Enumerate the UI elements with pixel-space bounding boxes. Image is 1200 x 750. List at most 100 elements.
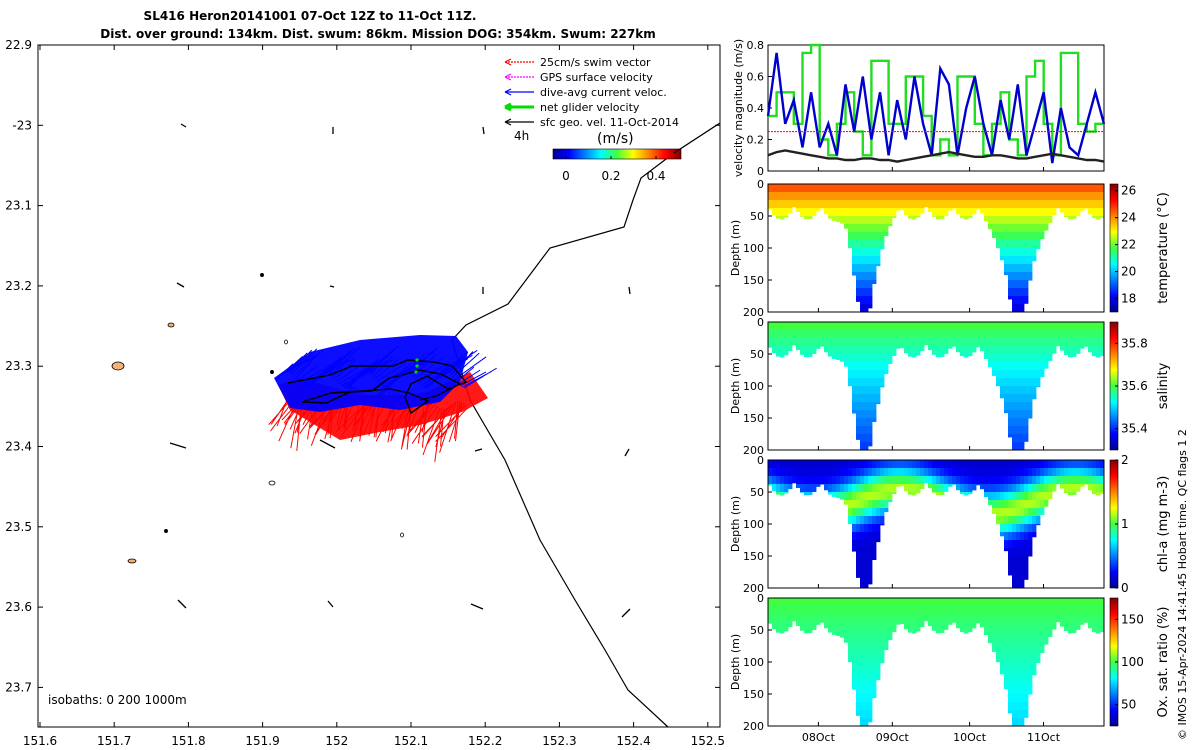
heatmap-cell — [884, 614, 889, 623]
heatmap-cell — [776, 322, 781, 331]
heatmap-cell — [920, 346, 925, 352]
heatmap-cell — [1004, 492, 1009, 501]
heatmap-cell — [920, 460, 925, 469]
heatmap-cell — [856, 662, 861, 671]
heatmap-cell — [860, 670, 865, 679]
heatmap-cell — [1016, 606, 1021, 615]
heatmap-cell — [988, 468, 993, 477]
heatmap-cell — [876, 540, 881, 543]
heatmap-cell — [780, 200, 785, 209]
heatmap-cell — [1040, 192, 1045, 201]
heatmap-cell — [968, 216, 973, 219]
heatmap-cell — [872, 338, 877, 347]
heatmap-cell — [976, 468, 981, 477]
heatmap-cell — [1008, 240, 1013, 249]
heatmap-cell — [812, 598, 817, 607]
heatmap-cell — [804, 338, 809, 347]
heatmap-cell — [1032, 330, 1037, 339]
heatmap-cell — [780, 484, 785, 493]
heatmap-cell — [1004, 500, 1009, 509]
heatmap-cell — [896, 192, 901, 201]
heatmap-cell — [884, 362, 889, 371]
heatmap-y-tick-label: 200 — [743, 582, 764, 595]
heatmap-cell — [864, 184, 869, 193]
heatmap-cell — [884, 192, 889, 201]
heatmap-cell — [1020, 208, 1025, 217]
heatmap-cell — [952, 468, 957, 477]
heatmap-cell — [1020, 362, 1025, 371]
heatmap-cell — [1044, 322, 1049, 331]
heatmap-cell — [1020, 370, 1025, 379]
heatmap-cell — [1076, 208, 1081, 216]
heatmap-cell — [1016, 280, 1021, 289]
heatmap-cell — [920, 208, 925, 214]
legend-label: net glider velocity — [540, 101, 640, 114]
heatmap-cell — [852, 386, 857, 395]
heatmap-cell — [972, 622, 977, 629]
heatmap-cell — [1028, 598, 1033, 607]
heatmap-cell — [792, 476, 797, 484]
heatmap-cell — [868, 410, 873, 419]
heatmap-cell — [1020, 614, 1025, 623]
heatmap-cell — [768, 338, 773, 347]
heatmap-cell — [804, 492, 809, 496]
heatmap-cell — [784, 322, 789, 331]
heatmap-cell — [996, 200, 1001, 209]
colorbar-tick-label: 35.6 — [1121, 379, 1148, 393]
heatmap-cell — [1032, 200, 1037, 209]
heatmap-cell — [1020, 556, 1025, 565]
heatmap-cell — [768, 200, 773, 209]
heatmap-cell — [1092, 492, 1097, 495]
heatmap-cell — [968, 322, 973, 331]
heatmap-cell — [1048, 200, 1053, 209]
heatmap-cell — [1020, 516, 1025, 525]
heatmap-cell — [788, 468, 793, 477]
heatmap-cell — [856, 572, 861, 578]
sfc-arrow — [176, 282, 185, 288]
heatmap-cell — [940, 184, 945, 193]
heatmap-cell — [792, 338, 797, 346]
heatmap-cell — [816, 338, 821, 347]
heatmap-cell — [1024, 614, 1029, 623]
heatmap-cell — [972, 200, 977, 209]
heatmap-cell — [868, 548, 873, 557]
heatmap-cell — [1020, 288, 1025, 297]
heatmap-cell — [872, 524, 877, 533]
heatmap-cell — [872, 606, 877, 615]
heatmap-cell — [1028, 224, 1033, 233]
heatmap-cell — [868, 572, 873, 581]
heatmap-cell — [860, 606, 865, 615]
heatmap-cell — [824, 476, 829, 485]
heatmap-cell — [996, 322, 1001, 331]
heatmap-cell — [1068, 476, 1073, 485]
heatmap-cell — [868, 322, 873, 331]
heatmap-cell — [880, 322, 885, 331]
heatmap-cell — [1016, 200, 1021, 209]
sfc-arrow — [329, 285, 335, 288]
heatmap-cell — [940, 216, 945, 219]
heatmap-cell — [860, 484, 865, 493]
heatmap-cell — [852, 646, 857, 655]
heatmap-cell — [1020, 678, 1025, 687]
heatmap-cell — [1048, 330, 1053, 339]
heatmap-cell — [768, 330, 773, 339]
heatmap-cell — [936, 184, 941, 193]
heatmap-cell — [812, 460, 817, 469]
heatmap-cell — [1012, 322, 1017, 331]
heatmap-cell — [816, 460, 821, 469]
heatmap-cell — [868, 532, 873, 541]
heatmap-cell — [996, 216, 1001, 225]
heatmap-cell — [808, 346, 813, 355]
heatmap-cell — [864, 402, 869, 411]
heatmap-cell — [860, 330, 865, 339]
heatmap-cell — [828, 330, 833, 339]
heatmap-cell — [904, 614, 909, 623]
map-y-tick-label: 23.7 — [5, 680, 32, 694]
heatmap-cell — [1016, 686, 1021, 695]
heatmap-cell — [824, 614, 829, 623]
heatmap-cell — [964, 484, 969, 493]
heatmap-cell — [856, 622, 861, 631]
heatmap-cell — [936, 606, 941, 615]
heatmap-cell — [1092, 476, 1097, 485]
heatmap-cell — [1004, 200, 1009, 209]
